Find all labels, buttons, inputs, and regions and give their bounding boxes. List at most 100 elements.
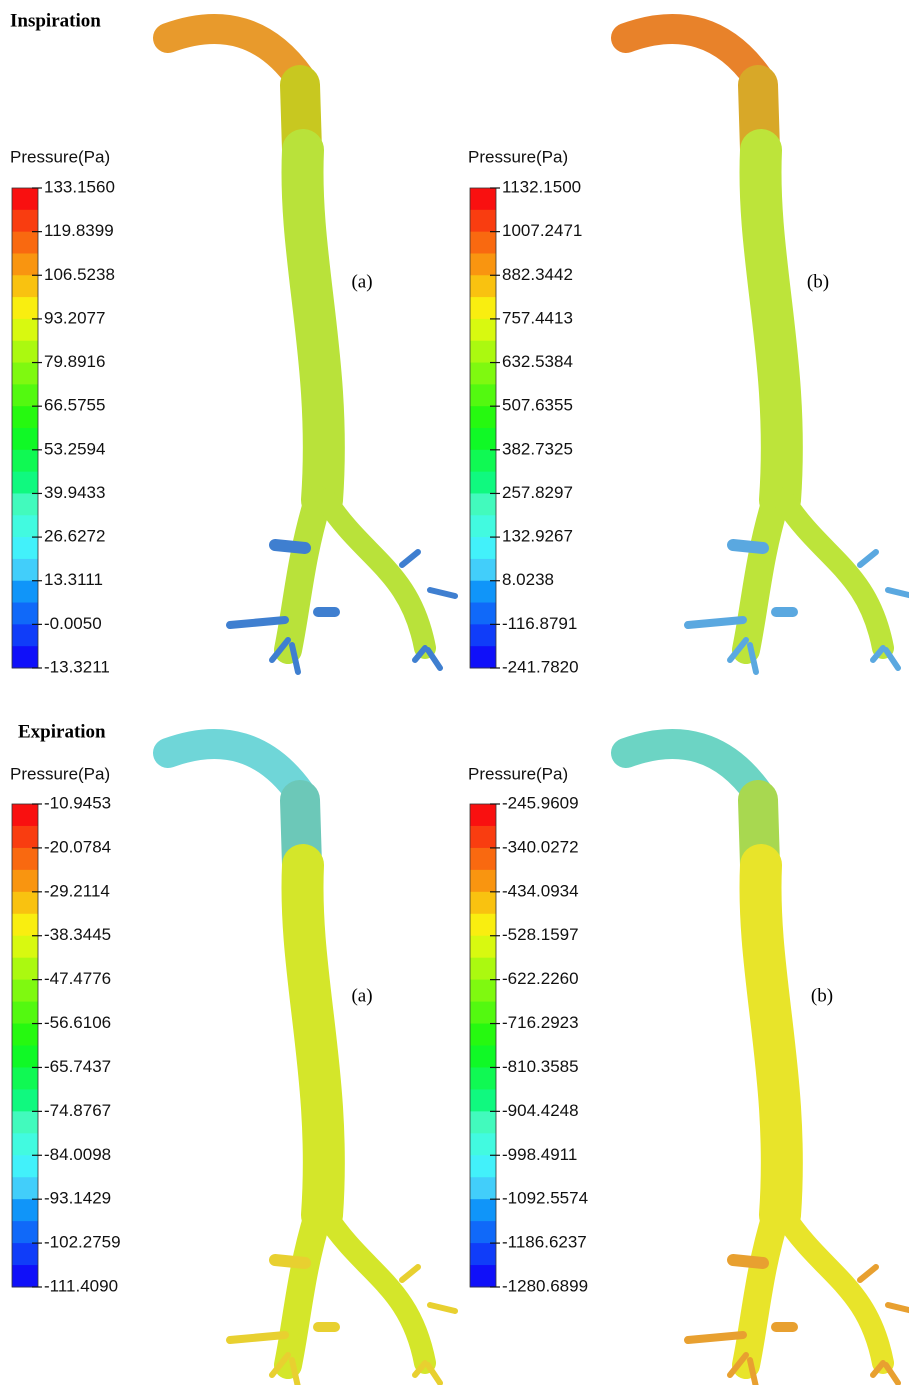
color-band [470,1177,496,1200]
tick-label: -434.0934 [502,881,579,900]
color-band [470,825,496,849]
tick-label: -904.4248 [502,1101,579,1120]
tick-label: -56.6106 [44,1013,111,1032]
color-band [470,979,496,1003]
color-band [12,406,38,429]
tick-label: -13.3211 [44,657,110,676]
tick-label: 507.6355 [502,396,573,415]
color-band [12,515,38,538]
color-band [12,913,38,937]
color-band [12,847,38,871]
color-band [12,1001,38,1025]
color-band [12,646,38,669]
tick-label: -38.3445 [44,925,111,944]
color-band [12,493,38,516]
color-band [470,804,496,827]
color-band [470,471,496,494]
color-band [12,1221,38,1244]
tick-label: 632.5384 [502,352,573,371]
color-band [470,340,496,364]
section-title: Inspiration [10,10,101,31]
tick-label: 382.7325 [502,439,573,458]
colorbar-frame [11,187,39,669]
color-band [470,515,496,538]
tick-label: -84.0098 [44,1145,111,1164]
color-band [470,275,496,298]
colorbars: Pressure(Pa) (a) 133.1560 119.8399 106.5238 9… [10,147,833,1295]
color-band [470,231,496,254]
color-band [470,869,496,893]
color-band [12,1199,38,1222]
color-band [12,231,38,254]
color-band [470,935,496,959]
color-band [12,537,38,560]
tick-label: -810.3585 [502,1057,579,1076]
color-band [12,384,38,407]
color-band [470,428,496,451]
color-band [12,935,38,959]
color-band [12,1133,38,1156]
color-band [12,1089,38,1112]
color-band [12,1265,38,1288]
tick-label: -245.9609 [502,793,579,812]
color-band [470,1155,496,1178]
tick-label: -74.8767 [44,1101,111,1120]
tick-label: -93.1429 [44,1189,111,1208]
color-band [12,558,38,582]
color-band [470,1199,496,1222]
color-band [12,275,38,298]
color-band [12,362,38,385]
color-band [470,1243,496,1266]
tick-label: 1132.1500 [502,177,581,196]
color-band [12,891,38,915]
color-band [470,537,496,560]
legend-title: Pressure(Pa) [10,764,110,783]
color-band [12,471,38,494]
tick-label: -1186.6237 [502,1233,587,1252]
color-band [470,449,496,473]
tick-label: 882.3442 [502,265,573,284]
color-band [470,1265,496,1288]
color-band [12,1243,38,1266]
tick-label: -65.7437 [44,1057,111,1076]
color-band [12,428,38,451]
color-band [12,1023,38,1046]
panel-label: (b) [811,985,833,1006]
tick-label: 93.2077 [44,308,105,327]
tick-label: 39.9433 [44,483,105,502]
tick-label: -10.9453 [44,793,111,812]
tick-label: -528.1597 [502,925,579,944]
tick-label: 53.2594 [44,439,105,458]
color-band [470,209,496,233]
color-band [470,1045,496,1068]
color-band [12,188,38,211]
color-band [470,188,496,211]
tick-label: -111.4090 [44,1276,118,1295]
color-band [12,1111,38,1134]
tick-label: 26.6272 [44,527,105,546]
color-band [470,602,496,625]
color-band [470,318,496,342]
color-band [470,406,496,429]
color-band [12,1155,38,1178]
colorbar-frame [11,803,39,1288]
color-band [12,1067,38,1090]
color-band [470,580,496,604]
tick-label: 106.5238 [44,265,115,284]
tick-label: 66.5755 [44,396,105,415]
tick-label: -29.2114 [44,881,110,900]
color-band [470,493,496,516]
tick-label: 79.8916 [44,352,105,371]
tick-label: -102.2759 [44,1233,121,1252]
color-band [12,340,38,364]
colorbar-frame [469,187,497,669]
tick-label: -241.7820 [502,657,579,676]
panel-label: (a) [351,271,372,292]
color-band [470,1023,496,1046]
tick-label: 119.8399 [44,221,114,240]
color-band [12,209,38,233]
color-band [470,1111,496,1134]
tick-label: 757.4413 [502,308,573,327]
color-band [470,362,496,385]
